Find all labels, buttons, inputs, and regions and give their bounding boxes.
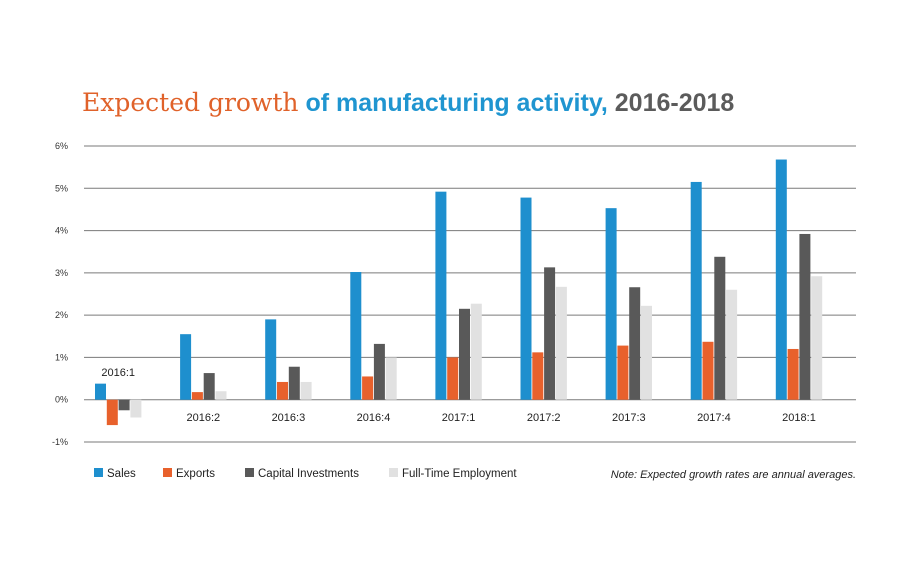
bar-capital-investments: [288, 366, 300, 400]
bar-sales: [180, 334, 192, 400]
title-part-2: of manufacturing activity,: [305, 89, 608, 117]
bar-sales: [435, 191, 447, 400]
bar-sales: [95, 383, 106, 400]
bar-exports: [787, 348, 799, 400]
bar-exports: [447, 357, 459, 400]
bar-full-time-employment: [641, 305, 652, 400]
category-label: 2017:3: [612, 412, 646, 424]
bar-exports: [532, 352, 544, 400]
title-part-3: 2016-2018: [614, 89, 735, 117]
bar-full-time-employment: [555, 286, 567, 400]
legend-swatch: [245, 468, 254, 477]
legend-swatch: [163, 468, 172, 477]
legend-swatch: [389, 468, 398, 477]
category-label: 2016:4: [357, 412, 391, 424]
bar-capital-investments: [203, 373, 215, 400]
y-tick-label: 2%: [55, 310, 68, 320]
y-axis-tick-labels: -1% 0% 1% 2% 3% 4% 5% 6%: [52, 141, 68, 447]
y-tick-label: -1%: [52, 437, 68, 447]
bar-capital-investments: [118, 399, 130, 411]
bar-capital-investments: [799, 233, 811, 400]
legend-swatch: [94, 468, 103, 477]
bar-sales: [350, 272, 362, 400]
bar-exports: [106, 399, 118, 426]
bars: [95, 159, 823, 426]
category-label: 2018:1: [782, 412, 816, 424]
bar-full-time-employment: [385, 357, 397, 400]
category-label: 2016:3: [272, 412, 306, 424]
bar-sales: [775, 159, 787, 400]
legend-label: Exports: [176, 468, 215, 480]
y-tick-label: 4%: [55, 226, 68, 236]
bar-sales: [520, 197, 532, 400]
bar-capital-investments: [373, 343, 385, 400]
category-label: 2017:4: [697, 412, 731, 424]
bar-exports: [191, 392, 203, 400]
y-tick-label: 5%: [55, 183, 68, 193]
footnote: Note: Expected growth rates are annual a…: [611, 469, 856, 481]
legend-label: Sales: [107, 468, 136, 480]
bar-exports: [702, 341, 714, 400]
bar-full-time-employment: [811, 276, 823, 400]
category-labels: 2016:1 2016:2 2016:3 2016:4 2017:1 2017:2 2017…: [101, 367, 815, 424]
bar-full-time-employment: [726, 289, 738, 400]
y-tick-label: 1%: [55, 352, 68, 362]
bar-capital-investments: [544, 267, 556, 400]
y-tick-label: 0%: [55, 395, 68, 405]
legend: Sales Exports Capital Investments Full-Time…: [94, 468, 517, 480]
bar-exports: [617, 345, 629, 400]
bar-capital-investments: [459, 308, 470, 400]
y-tick-label: 3%: [55, 268, 68, 278]
bar-full-time-employment: [300, 381, 312, 400]
bar-sales: [605, 208, 617, 400]
bar-full-time-employment: [470, 303, 482, 400]
bar-capital-investments: [629, 287, 641, 400]
bar-exports: [277, 381, 288, 400]
legend-label: Capital Investments: [258, 468, 359, 480]
bar-capital-investments: [714, 256, 726, 400]
legend-label: Full-Time Employment: [402, 468, 517, 480]
category-label: 2016:2: [186, 412, 220, 424]
bar-full-time-employment: [215, 391, 227, 400]
bar-sales: [265, 319, 277, 400]
category-label: 2017:2: [527, 412, 561, 424]
bar-full-time-employment: [130, 399, 142, 418]
bar-sales: [690, 181, 702, 400]
chart-title: Expected growth of manufacturing activit…: [82, 88, 734, 118]
y-tick-label: 6%: [55, 141, 68, 151]
category-label: 2016:1: [101, 367, 135, 379]
title-part-1: Expected growth: [82, 88, 299, 117]
category-label: 2017:1: [442, 412, 476, 424]
bar-exports: [362, 376, 374, 400]
